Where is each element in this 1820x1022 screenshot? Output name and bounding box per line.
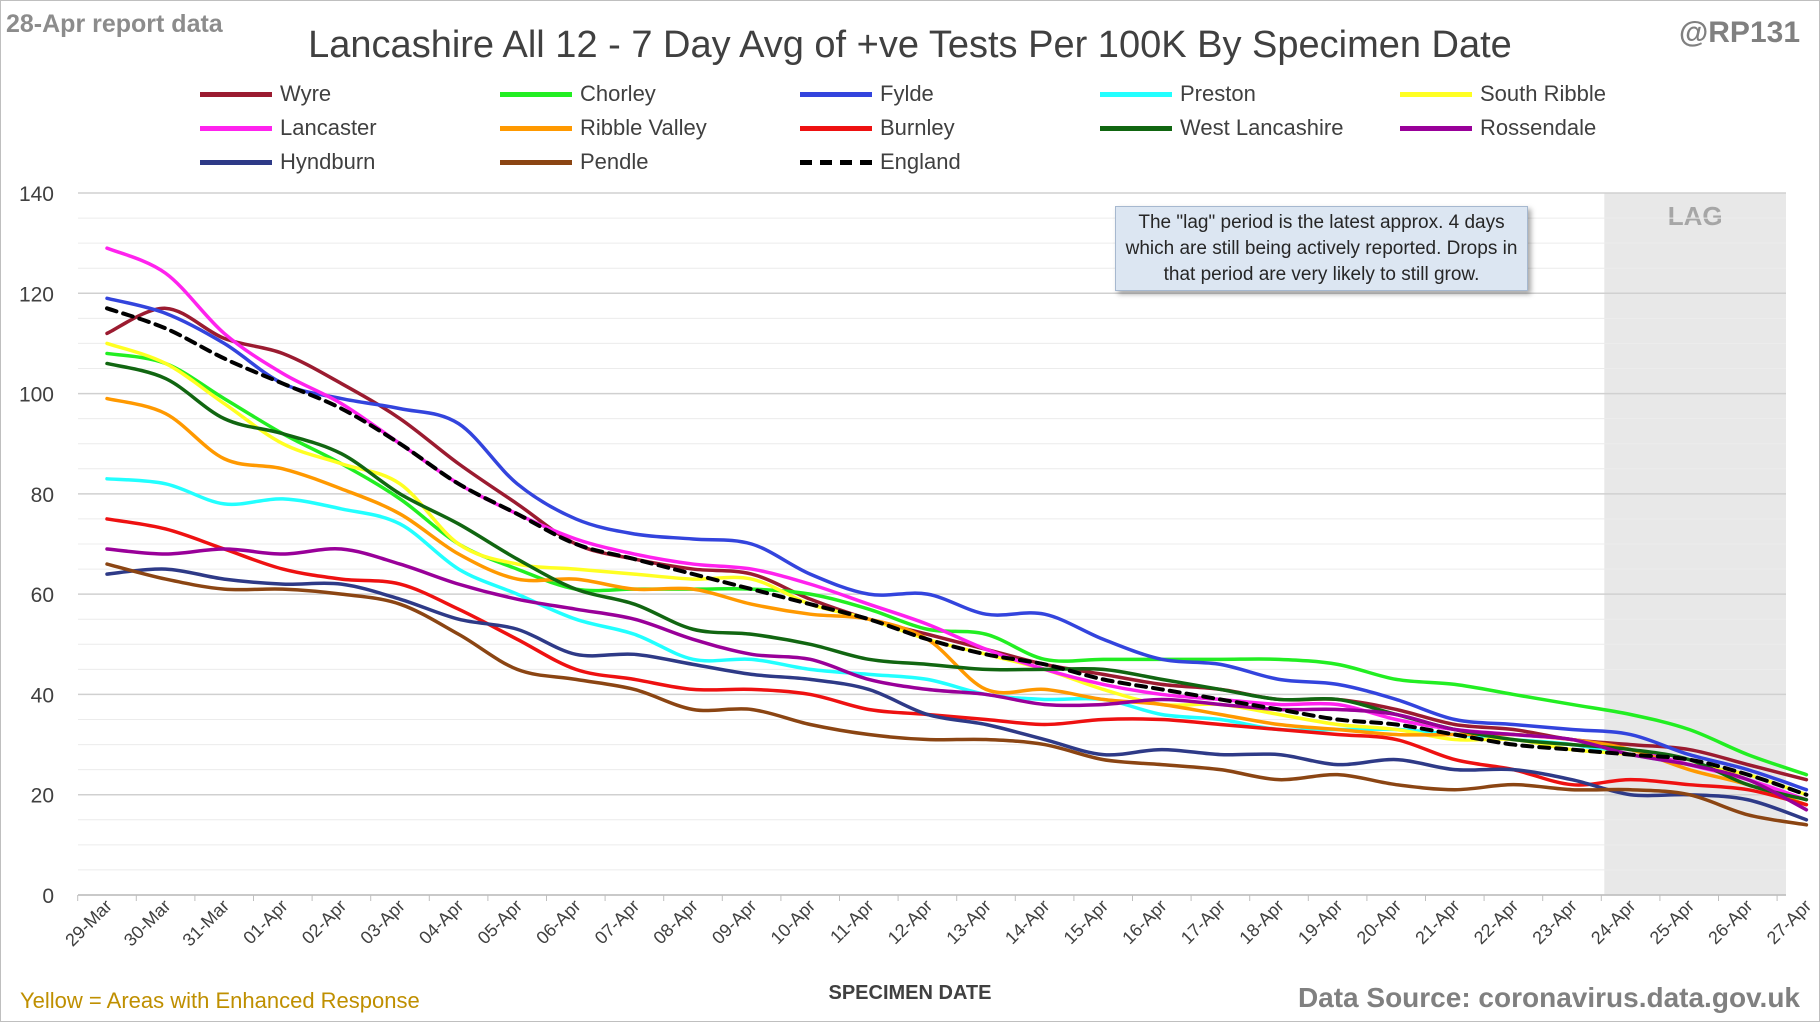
- report-date: 28-Apr report data: [6, 10, 223, 38]
- x-tick-label: 04-Apr: [415, 896, 467, 948]
- x-tick-label: 03-Apr: [356, 896, 408, 948]
- legend-item: Preston: [1100, 78, 1256, 110]
- series-line-fylde: [105, 296, 1809, 792]
- x-tick-label: 26-Apr: [1704, 896, 1756, 948]
- y-tick-label: 100: [19, 384, 54, 407]
- x-tick-label: 21-Apr: [1411, 896, 1463, 948]
- series-line-west-lancashire: [105, 361, 1809, 802]
- legend-swatch: [800, 159, 872, 165]
- x-tick-label: 19-Apr: [1294, 896, 1346, 948]
- x-tick-label: 10-Apr: [767, 896, 819, 948]
- y-tick-label: 0: [42, 885, 54, 908]
- series-line-hyndburn: [105, 567, 1809, 822]
- x-tick-label: 09-Apr: [708, 896, 760, 948]
- legend-item: South Ribble: [1400, 78, 1606, 110]
- x-tick-label: 14-Apr: [1001, 896, 1053, 948]
- chart-title: Lancashire All 12 - 7 Day Avg of +ve Tes…: [308, 24, 1512, 66]
- x-tick-label: 18-Apr: [1235, 896, 1287, 948]
- legend-swatch: [200, 125, 272, 131]
- legend-swatch: [800, 125, 872, 131]
- legend-label: Ribble Valley: [580, 115, 707, 140]
- x-tick-label: 16-Apr: [1118, 896, 1170, 948]
- x-tick-label: 17-Apr: [1177, 896, 1229, 948]
- x-tick-label: 13-Apr: [942, 896, 994, 948]
- author-handle: @RP131: [1679, 16, 1800, 49]
- legend-swatch: [200, 91, 272, 97]
- x-axis-label: SPECIMEN DATE: [828, 982, 992, 1004]
- x-tick-label: 27-Apr: [1763, 896, 1815, 948]
- legend-item: West Lancashire: [1100, 112, 1343, 144]
- legend-label: Lancaster: [280, 115, 377, 140]
- x-tick-label: 29-Mar: [61, 896, 115, 950]
- legend-label: Burnley: [880, 115, 955, 140]
- legend-item: Burnley: [800, 112, 955, 144]
- legend-label: Fylde: [880, 81, 934, 106]
- y-tick-label: 120: [19, 283, 54, 306]
- legend-label: Pendle: [580, 149, 649, 174]
- y-tick-label: 20: [31, 785, 54, 808]
- x-tick-label: 25-Apr: [1646, 896, 1698, 948]
- legend-swatch: [1100, 125, 1172, 131]
- x-tick-label: 23-Apr: [1528, 896, 1580, 948]
- legend-label: Rossendale: [1480, 115, 1597, 140]
- legend-label: West Lancashire: [1180, 115, 1344, 140]
- x-tick-label: 15-Apr: [1060, 896, 1112, 948]
- legend-swatch: [800, 91, 872, 97]
- legend-item: Pendle: [500, 146, 649, 178]
- lag-note: The "lag" period is the latest approx. 4…: [1115, 206, 1528, 291]
- x-tick-label: 24-Apr: [1587, 896, 1639, 948]
- series-line-rossendale: [105, 547, 1809, 812]
- legend-swatch: [500, 159, 572, 165]
- legend-swatch: [1100, 91, 1172, 97]
- legend-item: Fylde: [800, 78, 934, 110]
- legend-label: Chorley: [580, 81, 656, 106]
- legend-swatch: [1400, 91, 1472, 97]
- y-tick-label: 140: [19, 183, 54, 206]
- data-source: Data Source: coronavirus.data.gov.uk: [1297, 982, 1800, 1013]
- x-tick-label: 07-Apr: [591, 896, 643, 948]
- y-tick-label: 40: [31, 684, 54, 707]
- legend-item: England: [800, 146, 961, 178]
- legend-swatch: [1400, 125, 1472, 131]
- x-tick-label: 22-Apr: [1470, 896, 1522, 948]
- legend-swatch: [200, 159, 272, 165]
- x-tick-label: 11-Apr: [826, 896, 877, 947]
- legend-item: Hyndburn: [200, 146, 375, 178]
- x-tick-label: 08-Apr: [649, 896, 701, 948]
- series-line-england: [105, 306, 1809, 797]
- x-tick-label: 06-Apr: [532, 896, 584, 948]
- lag-label: LAG: [1668, 201, 1723, 231]
- legend-label: Preston: [1180, 81, 1256, 106]
- legend-item: Wyre: [200, 78, 331, 110]
- legend-item: Rossendale: [1400, 112, 1596, 144]
- x-tick-label: 01-Apr: [239, 896, 291, 948]
- x-tick-label: 20-Apr: [1353, 896, 1405, 948]
- x-tick-label: 31-Mar: [179, 896, 233, 950]
- legend-item: Ribble Valley: [500, 112, 707, 144]
- x-tick-label: 12-Apr: [884, 896, 936, 948]
- series-line-burnley: [105, 517, 1809, 807]
- legend-label: Wyre: [280, 81, 332, 106]
- x-tick-label: 05-Apr: [474, 896, 526, 948]
- series-line-pendle: [105, 562, 1809, 827]
- legend-label: Hyndburn: [280, 149, 376, 174]
- series-line-chorley: [105, 351, 1809, 777]
- x-tick-label: 02-Apr: [298, 896, 350, 948]
- legend-label: England: [880, 149, 961, 174]
- legend-swatch: [500, 125, 572, 131]
- legend-item: Chorley: [500, 78, 656, 110]
- y-tick-label: 60: [31, 584, 54, 607]
- chart-legend: Wyre Chorley Fylde Preston South Ribble Lanca…: [200, 78, 1700, 188]
- legend-label: South Ribble: [1480, 81, 1606, 106]
- legend-swatch: [500, 91, 572, 97]
- y-tick-label: 80: [31, 484, 54, 507]
- legend-item: Lancaster: [200, 112, 377, 144]
- x-tick-label: 30-Mar: [120, 896, 174, 950]
- enhanced-response-note: Yellow = Areas with Enhanced Response: [20, 988, 420, 1013]
